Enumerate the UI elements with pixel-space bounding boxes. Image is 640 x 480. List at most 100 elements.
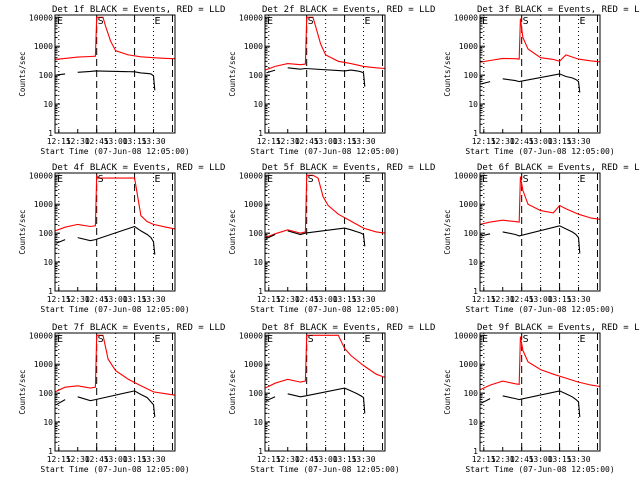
series-events-line [266, 67, 366, 87]
y-tick-label: 100 [39, 389, 54, 398]
series-lld-line [479, 18, 601, 63]
marker-label: E [57, 334, 63, 345]
marker-label: S [98, 16, 104, 27]
y-tick-label: 1 [48, 287, 53, 296]
y-tick-label: 10000 [29, 331, 53, 340]
x-tick-label: 12:30 [66, 295, 90, 304]
marker-label: E [155, 334, 161, 345]
y-tick-label: 1 [258, 447, 263, 456]
x-tick-label: 12:15 [47, 295, 71, 304]
panel-title: Det 4f BLACK = Events, RED = LLD [52, 163, 225, 173]
x-tick-label: 13:30 [351, 295, 375, 304]
x-axis-label: Start Time (07-Jun-08 12:05:00) [40, 147, 189, 156]
y-tick-label: 1 [473, 129, 478, 138]
y-tick-label: 100 [464, 229, 479, 238]
x-tick-label: 13:00 [104, 295, 128, 304]
plot-frame [479, 14, 601, 134]
y-tick-label: 10 [43, 258, 53, 267]
y-tick-label: 1000 [34, 42, 53, 51]
series-lld-line [264, 16, 386, 71]
y-tick-label: 10000 [239, 331, 263, 340]
marker-label: S [523, 174, 529, 185]
marker-label: E [57, 174, 63, 185]
x-tick-label: 13:15 [548, 455, 572, 464]
marker-label: E [580, 334, 586, 345]
series-events-line [266, 387, 366, 414]
x-axis-label: Start Time (07-Jun-08 12:05:00) [40, 465, 189, 474]
y-tick-label: 100 [249, 229, 264, 238]
plot-frame [479, 172, 601, 292]
panel-title: Det 3f BLACK = Events, RED = LLD [477, 5, 640, 15]
x-tick-label: 13:30 [566, 137, 590, 146]
x-tick-label: 12:45 [510, 455, 534, 464]
panel-title: Det 8f BLACK = Events, RED = LLD [262, 323, 435, 333]
x-tick-label: 13:15 [548, 137, 572, 146]
y-tick-label: 10 [253, 418, 263, 427]
y-tick-label: 10 [468, 258, 478, 267]
y-tick-label: 10 [253, 100, 263, 109]
panel-title: Det 7f BLACK = Events, RED = LLD [52, 323, 225, 333]
series-events-line [266, 227, 366, 247]
x-tick-label: 12:15 [472, 295, 496, 304]
y-tick-label: 10 [468, 100, 478, 109]
marker-label: E [365, 16, 371, 27]
panel-8: Det 8f BLACK = Events, RED = LLD 1 10 100 10… [228, 323, 435, 474]
x-tick-label: 13:15 [123, 137, 147, 146]
y-tick-label: 100 [39, 71, 54, 80]
series-lld-line [264, 334, 386, 389]
y-tick-label: 100 [249, 389, 264, 398]
y-tick-label: 1000 [459, 42, 478, 51]
x-axis-label: Start Time (07-Jun-08 12:05:00) [465, 305, 614, 314]
plot-frame [264, 172, 386, 292]
x-tick-label: 13:30 [141, 455, 165, 464]
x-tick-label: 13:00 [529, 455, 553, 464]
panel-3: Det 3f BLACK = Events, RED = LLD 1 10 100 10… [443, 5, 640, 156]
marker-label: E [267, 174, 273, 185]
panel-title: Det 9f BLACK = Events, RED = LLD [477, 323, 640, 333]
x-tick-label: 12:30 [276, 295, 300, 304]
x-tick-label: 12:30 [66, 455, 90, 464]
y-axis-label: Counts/sec [18, 369, 27, 414]
y-axis-label: Counts/sec [18, 51, 27, 96]
x-tick-label: 12:30 [491, 295, 515, 304]
plot-frame [264, 14, 386, 134]
panel-5: Det 5f BLACK = Events, RED = LLD 1 10 100 10… [228, 163, 435, 314]
x-tick-label: 13:30 [351, 137, 375, 146]
marker-label: S [308, 334, 314, 345]
y-tick-label: 10000 [454, 331, 478, 340]
marker-label: S [308, 174, 314, 185]
y-axis-label: Counts/sec [228, 51, 237, 96]
y-tick-label: 10000 [29, 13, 53, 22]
x-tick-label: 13:30 [566, 455, 590, 464]
x-tick-label: 13:00 [529, 295, 553, 304]
series-lld-line [54, 16, 176, 60]
x-tick-label: 13:30 [141, 137, 165, 146]
x-tick-label: 13:15 [333, 295, 357, 304]
marker-label: E [267, 16, 273, 27]
marker-label: E [267, 334, 273, 345]
x-tick-label: 12:15 [47, 455, 71, 464]
y-tick-label: 1000 [34, 360, 53, 369]
x-axis-label: Start Time (07-Jun-08 12:05:00) [250, 305, 399, 314]
y-tick-label: 1000 [244, 360, 263, 369]
x-tick-label: 12:30 [66, 137, 90, 146]
y-tick-label: 10 [468, 418, 478, 427]
x-tick-label: 12:45 [85, 455, 109, 464]
x-tick-label: 13:00 [314, 137, 338, 146]
series-events-line [481, 390, 581, 418]
x-axis-label: Start Time (07-Jun-08 12:05:00) [465, 465, 614, 474]
series-lld-line [479, 336, 601, 391]
x-tick-label: 13:15 [333, 137, 357, 146]
series-lld-line [54, 334, 176, 396]
plot-frame [54, 172, 176, 292]
panel-7: Det 7f BLACK = Events, RED = LLD 1 10 100 10… [18, 323, 225, 474]
marker-label: E [365, 174, 371, 185]
y-axis-label: Counts/sec [443, 209, 452, 254]
series-events-line [56, 390, 156, 418]
series-events-line [481, 73, 581, 93]
marker-label: S [98, 174, 104, 185]
y-tick-label: 10000 [29, 171, 53, 180]
x-tick-label: 12:15 [472, 137, 496, 146]
x-tick-label: 12:15 [472, 455, 496, 464]
